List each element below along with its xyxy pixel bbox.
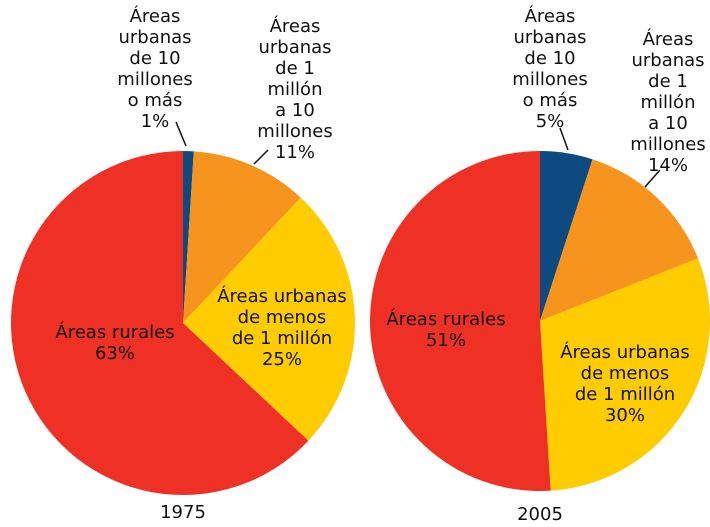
pie-slice <box>540 258 710 491</box>
slice-label: Áreas rurales <box>55 321 174 343</box>
label-line: de 1 millón <box>575 384 675 405</box>
slice-label: Áreas urbanas de 1 millón a 10 millones <box>630 28 705 155</box>
pie-slice <box>10 151 309 496</box>
label-line: a 10 <box>648 113 688 134</box>
slice-label: Áreas urbanas de 10 millones o más <box>512 5 587 111</box>
value-label: 63% <box>95 343 135 364</box>
pie-slice <box>370 151 551 491</box>
value-label: 5% <box>536 111 565 132</box>
value-label: 14% <box>648 155 688 176</box>
slice-label: Áreas urbanas de 10 millones o más <box>117 5 192 111</box>
label-line: de 1 <box>648 71 688 92</box>
label-line: de menos <box>238 307 327 328</box>
value-label: 11% <box>275 142 315 163</box>
label-line: Áreas urbanas <box>560 341 690 363</box>
pie-slice <box>540 159 699 321</box>
label-line: millones <box>117 69 192 90</box>
label-line: millones <box>630 134 705 155</box>
pie-slice <box>183 151 194 323</box>
label-line: Áreas urbanas <box>217 285 347 307</box>
chart-title: 2005 <box>517 504 563 525</box>
label-line: a 10 <box>275 100 315 121</box>
label-line: de 1 <box>275 58 315 79</box>
label-line: urbanas <box>513 27 586 48</box>
label-line: Áreas <box>270 15 321 37</box>
leader-line <box>644 169 661 188</box>
pie-slice <box>183 151 301 323</box>
leader-line <box>253 149 269 165</box>
label-line: urbanas <box>118 27 191 48</box>
pie-slice <box>540 151 593 321</box>
slice-label: Áreas urbanas de menos de 1 millón <box>217 285 347 349</box>
label-line: millones <box>257 121 332 142</box>
value-label: 30% <box>605 405 645 426</box>
label-line: Áreas rurales <box>55 321 174 343</box>
chart-title: 1975 <box>160 502 206 523</box>
label-line: millón <box>268 79 323 100</box>
label-line: de 10 <box>524 48 575 69</box>
leader-line <box>559 127 569 151</box>
label-line: millón <box>641 92 696 113</box>
value-label: 51% <box>426 330 466 351</box>
pie-slice <box>183 197 355 441</box>
label-line: millones <box>512 69 587 90</box>
label-line: urbanas <box>258 37 331 58</box>
label-line: de 10 <box>129 48 180 69</box>
label-line: Áreas <box>130 5 181 27</box>
label-line: de menos <box>581 363 670 384</box>
label-line: o más <box>523 90 578 111</box>
label-line: o más <box>128 90 183 111</box>
label-line: urbanas <box>631 50 704 71</box>
slice-label: Áreas urbanas de 1 millón a 10 millones <box>257 15 332 142</box>
label-line: Áreas rurales <box>386 308 505 330</box>
label-line: Áreas <box>525 5 576 27</box>
slice-label: Áreas rurales <box>386 308 505 330</box>
label-line: Áreas <box>643 28 694 50</box>
leader-line <box>175 121 187 147</box>
value-label: 25% <box>262 349 302 370</box>
value-label: 1% <box>141 111 170 132</box>
slice-label: Áreas urbanas de menos de 1 millón <box>560 341 690 405</box>
label-line: de 1 millón <box>232 328 332 349</box>
